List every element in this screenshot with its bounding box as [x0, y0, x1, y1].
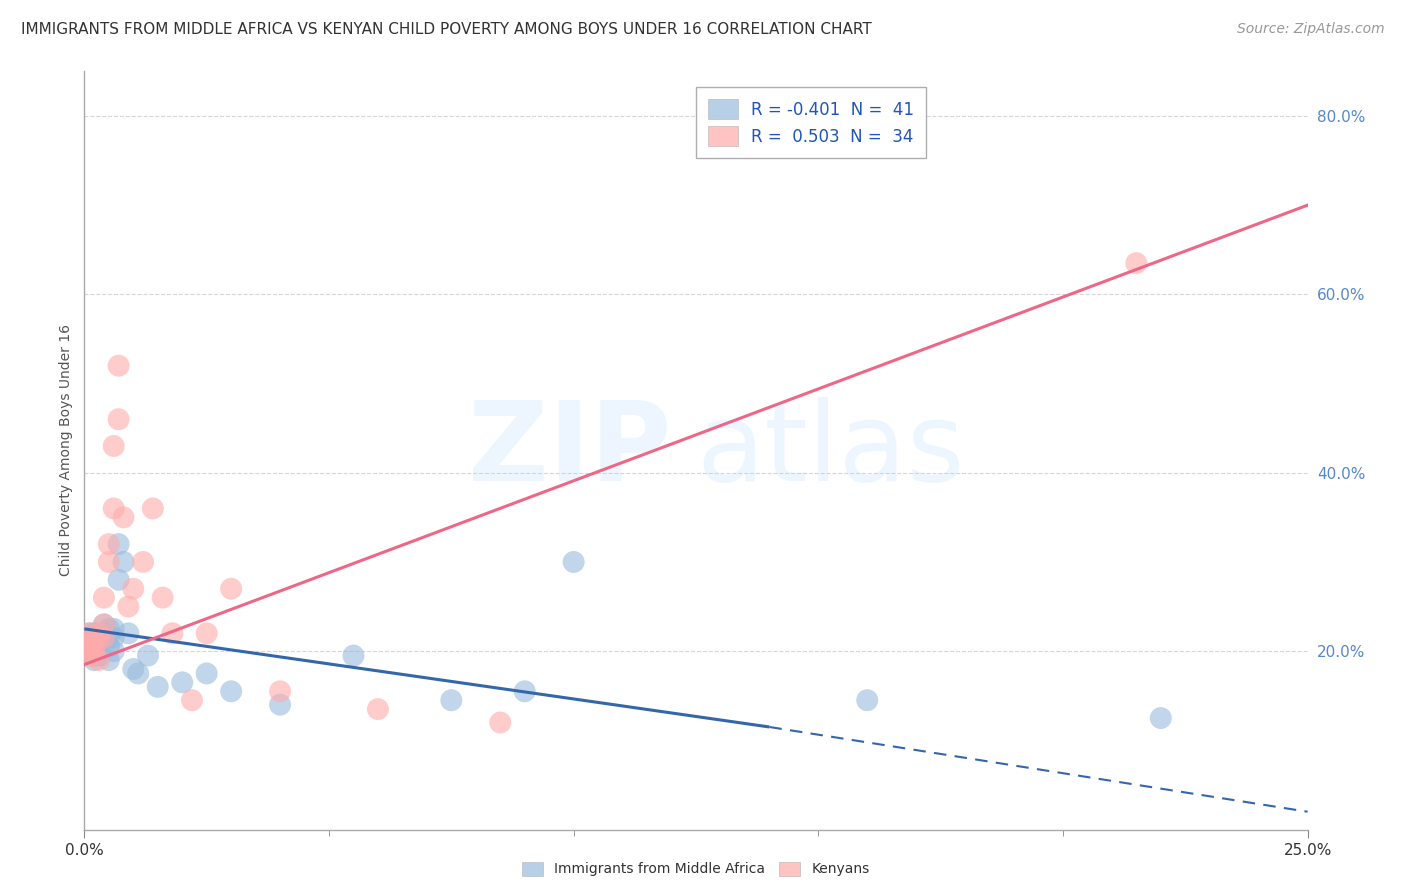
Point	[142, 501, 165, 516]
Point	[489, 715, 512, 730]
Point	[97, 653, 120, 667]
Point	[122, 582, 145, 596]
Text: ZIP: ZIP	[468, 397, 672, 504]
Point	[107, 537, 129, 551]
Text: atlas: atlas	[696, 397, 965, 504]
Point	[132, 555, 155, 569]
Point	[83, 631, 105, 645]
Point	[97, 640, 120, 654]
Point	[122, 662, 145, 676]
Text: IMMIGRANTS FROM MIDDLE AFRICA VS KENYAN CHILD POVERTY AMONG BOYS UNDER 16 CORREL: IMMIGRANTS FROM MIDDLE AFRICA VS KENYAN …	[21, 22, 872, 37]
Point	[112, 555, 135, 569]
Point	[107, 359, 129, 373]
Point	[83, 648, 105, 663]
Point	[195, 626, 218, 640]
Point	[83, 631, 105, 645]
Point	[83, 648, 105, 663]
Point	[77, 644, 100, 658]
Point	[1125, 256, 1147, 270]
Point	[219, 684, 242, 698]
Point	[83, 644, 105, 658]
Point	[269, 698, 291, 712]
Point	[83, 644, 105, 658]
Point	[93, 617, 115, 632]
Point	[77, 626, 100, 640]
Point	[93, 631, 115, 645]
Point	[181, 693, 204, 707]
Point	[77, 648, 100, 663]
Point	[103, 501, 125, 516]
Point	[93, 631, 115, 645]
Point	[146, 680, 169, 694]
Point	[93, 591, 115, 605]
Point	[103, 439, 125, 453]
Legend: Immigrants from Middle Africa, Kenyans: Immigrants from Middle Africa, Kenyans	[516, 855, 876, 883]
Point	[269, 684, 291, 698]
Point	[87, 626, 110, 640]
Point	[97, 555, 120, 569]
Point	[83, 653, 105, 667]
Point	[87, 653, 110, 667]
Point	[513, 684, 536, 698]
Point	[856, 693, 879, 707]
Point	[103, 622, 125, 636]
Point	[117, 626, 139, 640]
Point	[103, 631, 125, 645]
Point	[112, 510, 135, 524]
Point	[107, 412, 129, 426]
Point	[219, 582, 242, 596]
Point	[77, 635, 100, 649]
Point	[93, 617, 115, 632]
Point	[152, 591, 174, 605]
Point	[97, 631, 120, 645]
Point	[562, 555, 585, 569]
Point	[87, 631, 110, 645]
Point	[87, 648, 110, 663]
Point	[1150, 711, 1173, 725]
Point	[83, 635, 105, 649]
Point	[162, 626, 184, 640]
Point	[77, 635, 100, 649]
Text: Source: ZipAtlas.com: Source: ZipAtlas.com	[1237, 22, 1385, 37]
Point	[87, 631, 110, 645]
Point	[136, 648, 159, 663]
Point	[440, 693, 463, 707]
Point	[367, 702, 389, 716]
Point	[195, 666, 218, 681]
Point	[172, 675, 194, 690]
Y-axis label: Child Poverty Among Boys Under 16: Child Poverty Among Boys Under 16	[59, 325, 73, 576]
Point	[97, 537, 120, 551]
Point	[87, 635, 110, 649]
Point	[87, 644, 110, 658]
Point	[77, 631, 100, 645]
Point	[93, 626, 115, 640]
Point	[103, 644, 125, 658]
Point	[107, 573, 129, 587]
Point	[97, 622, 120, 636]
Point	[77, 626, 100, 640]
Point	[342, 648, 364, 663]
Point	[117, 599, 139, 614]
Point	[127, 666, 149, 681]
Point	[77, 640, 100, 654]
Point	[83, 626, 105, 640]
